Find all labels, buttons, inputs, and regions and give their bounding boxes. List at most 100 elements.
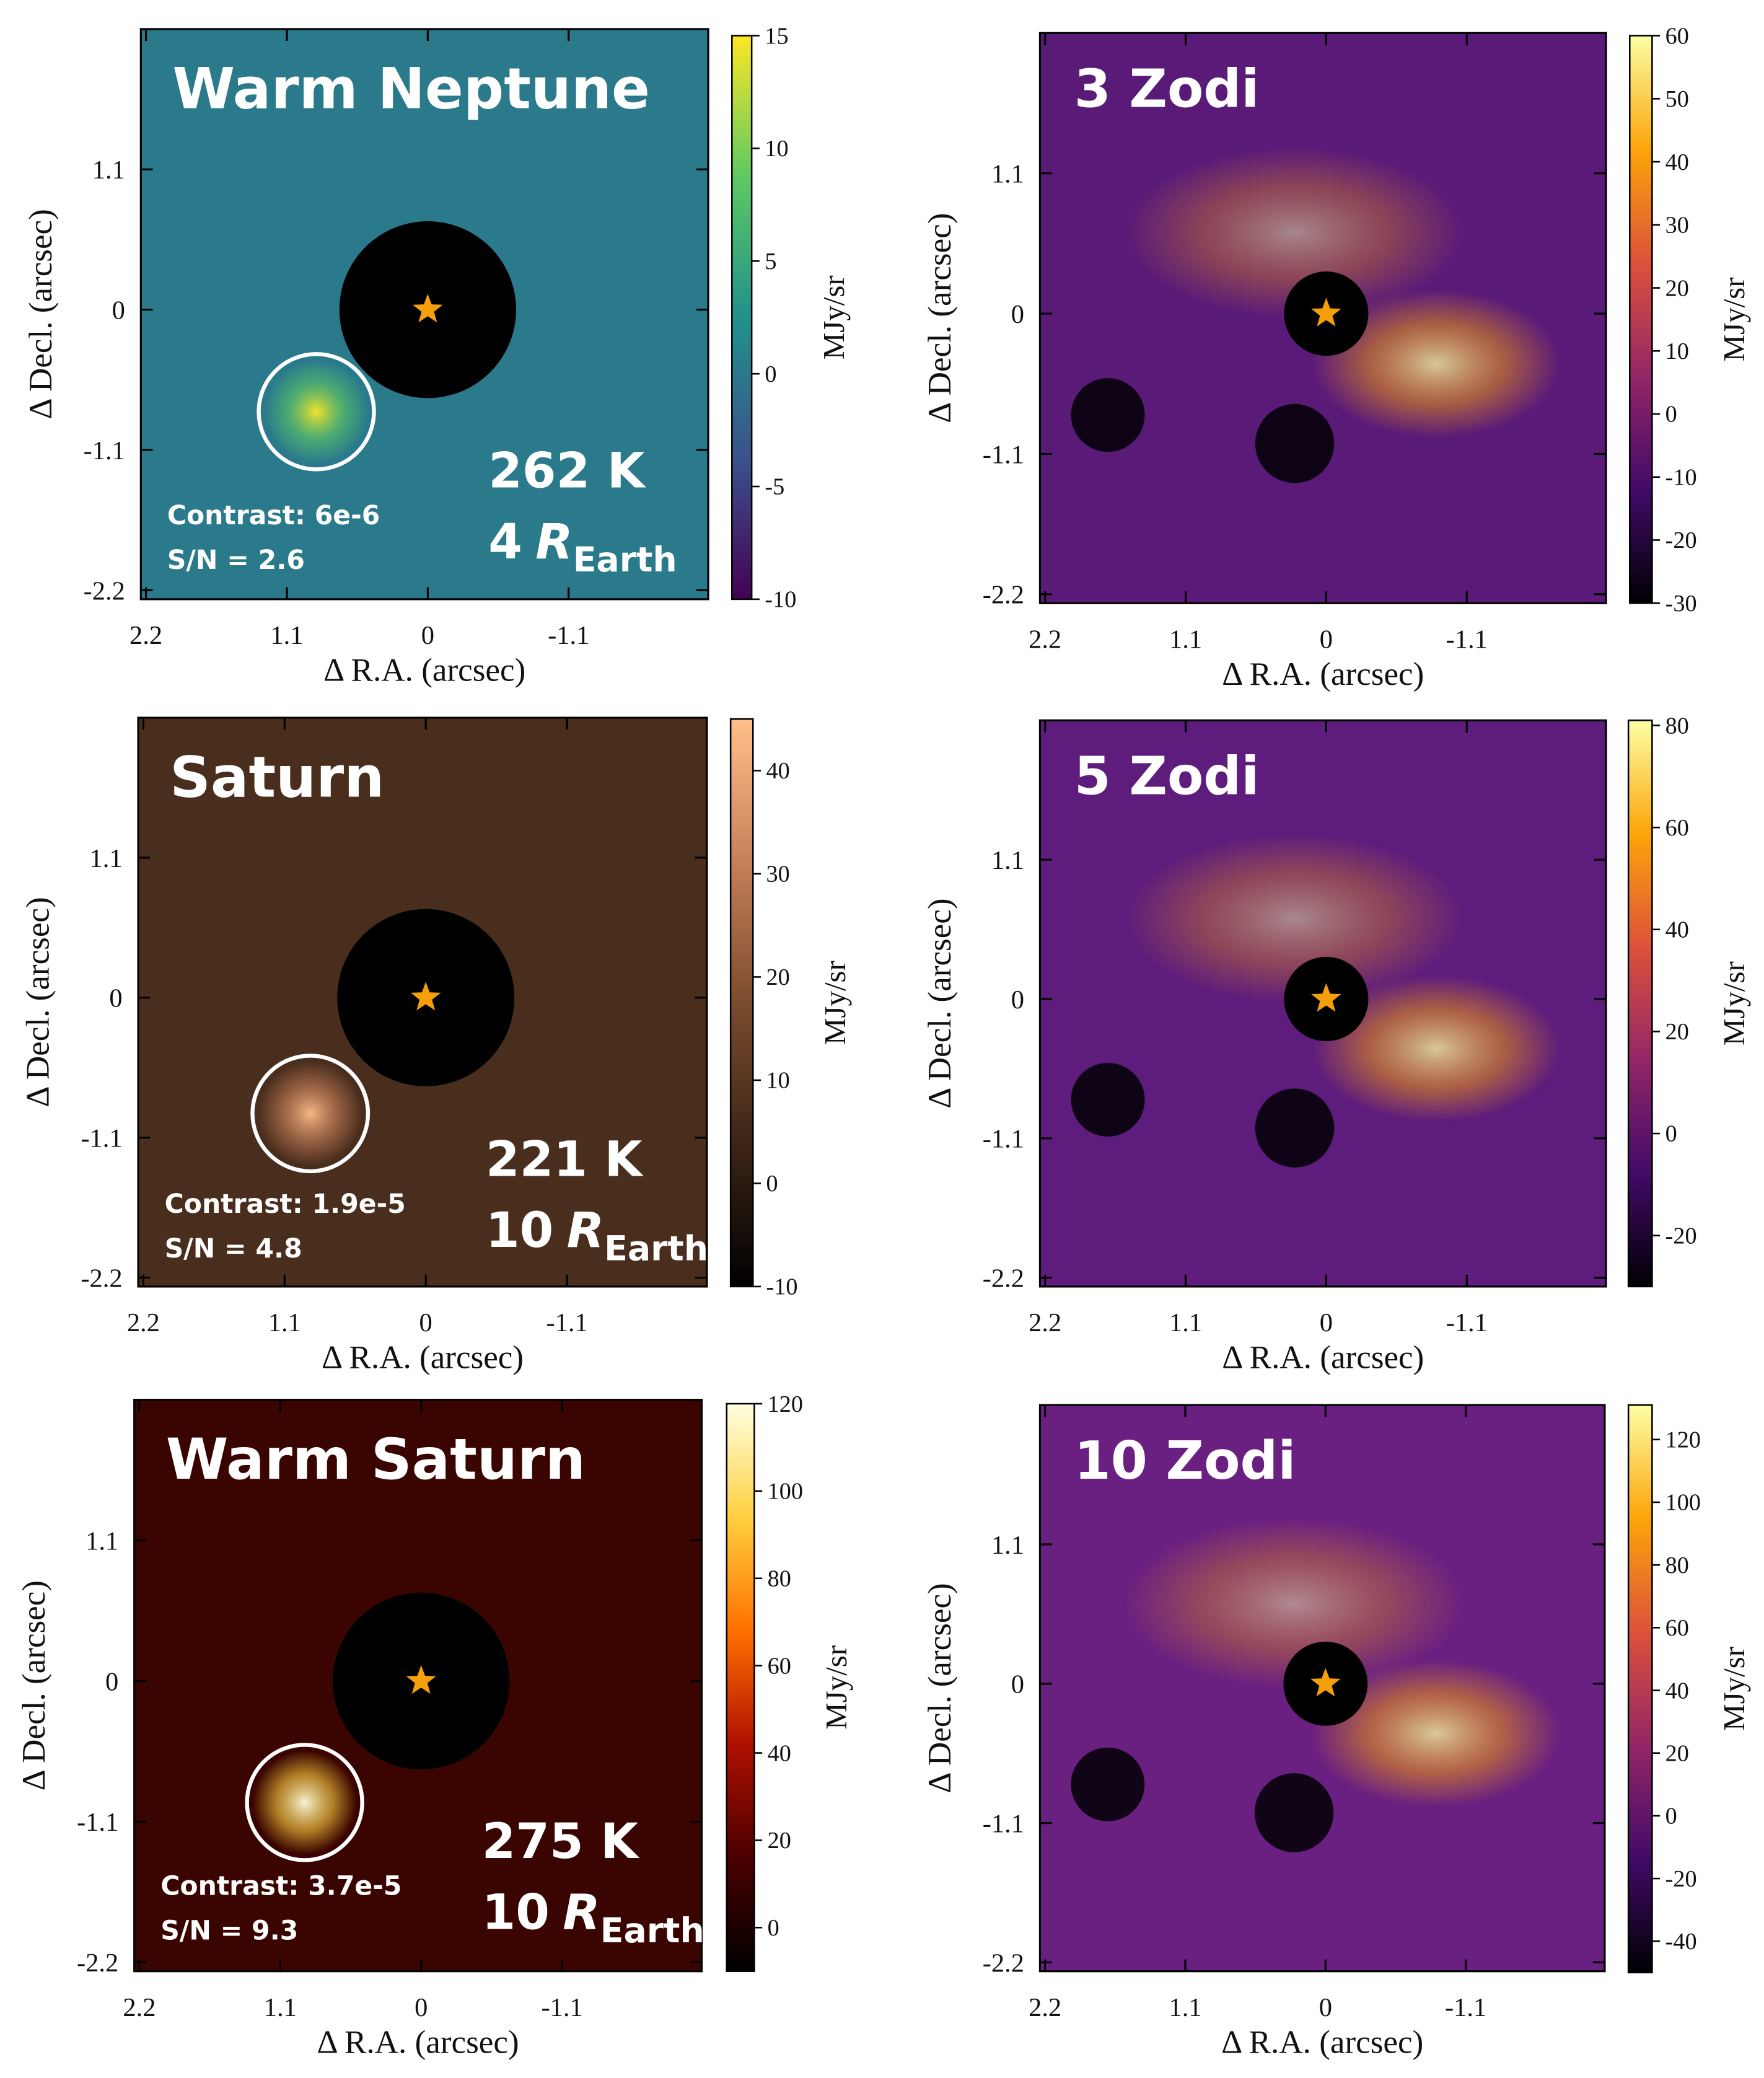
y-tick-label: 1.1 <box>89 844 122 873</box>
colorbar-tick-label: 60 <box>768 1653 791 1679</box>
x-tick-label: 1.1 <box>270 621 303 650</box>
x-tick-label: -1.1 <box>1445 1993 1486 2022</box>
x-tick-label: 1.1 <box>1169 1993 1201 2022</box>
y-axis-label: Δ Decl. (arcsec) <box>922 1583 958 1793</box>
x-tick-label: -1.1 <box>548 621 589 650</box>
y-tick-label: 1.1 <box>991 846 1024 875</box>
x-tick-label: 2.2 <box>127 1308 160 1337</box>
radius-number: 10 <box>482 1884 550 1941</box>
y-tick-label: -2.2 <box>81 1264 122 1293</box>
colorbar-label: MJy/sr <box>1717 278 1751 362</box>
colorbar-tick-label: -40 <box>1665 1929 1697 1955</box>
y-axis-label: Δ Decl. (arcsec) <box>16 1580 52 1790</box>
radius-subscript: Earth <box>600 1911 704 1951</box>
colorbar-tick-label: 80 <box>1665 1552 1689 1578</box>
colorbar-tick-label: 30 <box>766 861 790 887</box>
colorbar-label: MJy/sr <box>1717 961 1751 1046</box>
x-tick-label: 2.2 <box>129 621 162 650</box>
x-tick-label: 2.2 <box>1029 1993 1061 2022</box>
y-tick-label: 0 <box>1011 985 1024 1015</box>
x-tick-label: 0 <box>415 1993 428 2022</box>
x-tick-label: 0 <box>421 621 434 650</box>
colorbar-tick-label: -10 <box>766 1274 798 1300</box>
y-tick-label: -2.2 <box>84 576 125 605</box>
colorbar-label: MJy/sr <box>1717 1647 1751 1731</box>
x-axis-label: Δ R.A. (arcsec) <box>322 1340 524 1376</box>
x-tick-label: 0 <box>1320 625 1333 654</box>
colorbar-tick-label: 0 <box>766 1171 778 1197</box>
y-tick-label: 0 <box>109 984 122 1013</box>
colorbar-tick-label: -20 <box>1665 1866 1697 1892</box>
y-tick-label: 1.1 <box>991 1531 1024 1560</box>
panel-title: 5 Zodi <box>1074 746 1260 807</box>
heatmap-features <box>258 1062 362 1166</box>
colorbar-tick-label: 120 <box>768 1391 803 1417</box>
y-tick-label: 1.1 <box>991 160 1024 189</box>
snr-label: S/N = 4.8 <box>165 1234 302 1264</box>
colorbar-tick-label: 120 <box>1665 1427 1701 1453</box>
radius-number: 10 <box>486 1202 553 1259</box>
x-axis-label: Δ R.A. (arcsec) <box>1222 1340 1424 1376</box>
colorbar <box>1630 36 1652 604</box>
y-axis-label: Δ Decl. (arcsec) <box>23 209 59 419</box>
colorbar-tick-label: 0 <box>1665 402 1677 428</box>
x-tick-label: 0 <box>419 1308 432 1337</box>
y-tick-label: 0 <box>1011 300 1024 329</box>
radius-subscript: Earth <box>604 1229 708 1269</box>
snr-label: S/N = 9.3 <box>160 1916 298 1947</box>
colorbar-tick-label: 20 <box>1665 1019 1689 1045</box>
dark-hole <box>1255 404 1334 483</box>
y-tick-label: 0 <box>1011 1670 1024 1699</box>
planet-glow <box>265 360 368 464</box>
colorbar-label: MJy/sr <box>818 961 852 1045</box>
colorbar-tick-label: 60 <box>1665 1615 1689 1641</box>
planet-glow <box>253 1751 356 1854</box>
colorbar-tick-label: 60 <box>1665 815 1689 841</box>
colorbar-tick-label: -10 <box>1665 465 1697 491</box>
radius-symbol: R <box>567 1202 605 1259</box>
colorbar-tick-label: -30 <box>1665 591 1697 617</box>
colorbar-tick-label: 20 <box>1665 1740 1689 1766</box>
colorbar-tick-label: 5 <box>765 249 776 275</box>
temperature-label: 275 K <box>482 1813 640 1870</box>
panel-title: Warm Saturn <box>166 1426 586 1492</box>
colorbar-tick-label: 10 <box>766 1068 790 1094</box>
colorbar-tick-label: 80 <box>1665 713 1689 739</box>
colorbar <box>727 1404 755 1971</box>
colorbar-tick-label: 60 <box>1665 23 1689 49</box>
colorbar <box>732 36 752 599</box>
colorbar-tick-label: 40 <box>1665 149 1689 175</box>
x-axis-label: Δ R.A. (arcsec) <box>317 2024 519 2060</box>
y-tick-label: -1.1 <box>983 1809 1024 1838</box>
colorbar-tick-label: -5 <box>765 474 784 500</box>
panel-title: Saturn <box>170 744 384 811</box>
colorbar-tick-label: 40 <box>766 758 790 784</box>
y-tick-label: 0 <box>105 1667 118 1696</box>
panel-title: Warm Neptune <box>172 55 650 121</box>
colorbar-tick-label: 10 <box>765 136 788 162</box>
y-axis-label: Δ Decl. (arcsec) <box>922 213 958 423</box>
panel-title: 3 Zodi <box>1074 58 1260 120</box>
y-tick-label: -2.2 <box>77 1948 118 1978</box>
x-axis-label: Δ R.A. (arcsec) <box>1222 656 1424 692</box>
colorbar-label: MJy/sr <box>819 1645 853 1730</box>
temperature-label: 221 K <box>486 1130 644 1187</box>
x-tick-label: 0 <box>1319 1993 1332 2022</box>
contrast-label: Contrast: 6e-6 <box>167 501 380 531</box>
heatmap-features <box>253 1751 356 1854</box>
colorbar-tick-label: 50 <box>1665 86 1689 112</box>
contrast-label: Contrast: 3.7e-5 <box>160 1872 402 1902</box>
x-tick-label: 1.1 <box>1169 625 1202 654</box>
colorbar-tick-label: 40 <box>1665 1678 1689 1704</box>
y-tick-label: -2.2 <box>983 1948 1024 1978</box>
x-tick-label: 2.2 <box>1029 625 1061 654</box>
y-tick-label: -2.2 <box>983 581 1024 610</box>
colorbar-label: MJy/sr <box>817 275 851 359</box>
y-tick-label: -1.1 <box>77 1808 118 1837</box>
radius-subscript: Earth <box>573 540 677 580</box>
colorbar-tick-label: 0 <box>1665 1121 1677 1147</box>
colorbar-tick-label: 0 <box>1665 1803 1677 1829</box>
colorbar-tick-label: -10 <box>765 587 796 613</box>
x-tick-label: 2.2 <box>1029 1308 1061 1337</box>
colorbar-tick-label: -20 <box>1665 527 1697 553</box>
